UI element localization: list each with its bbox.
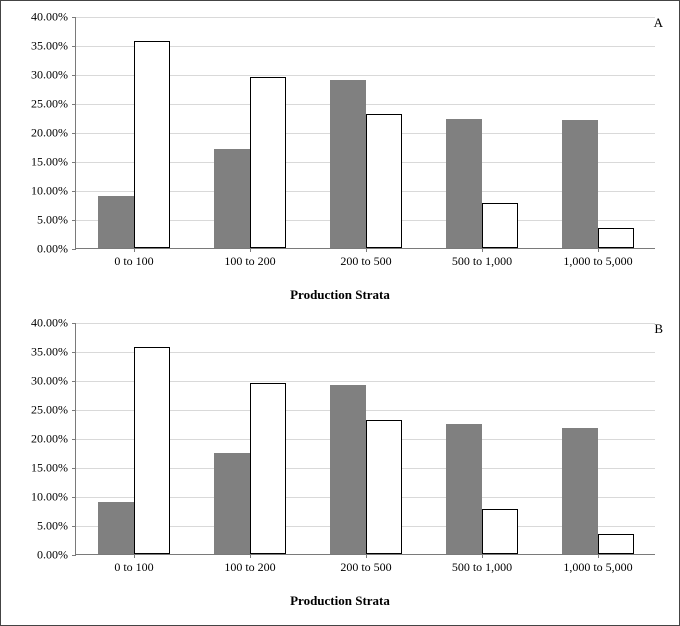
panel-b-plot: 0.00%5.00%10.00%15.00%20.00%25.00%30.00%… (75, 323, 655, 555)
bar-series-b (250, 383, 286, 554)
xtick-mark (134, 248, 135, 252)
bar-series-b (598, 228, 634, 248)
panel-a-xlabel: Production Strata (290, 287, 390, 303)
ytick-label: 5.00% (37, 519, 68, 534)
xtick-mark (598, 248, 599, 252)
ytick-label: 20.00% (31, 432, 68, 447)
ytick-mark (72, 497, 76, 498)
xtick-label: 500 to 1,000 (452, 254, 512, 269)
panel-b-xlabel: Production Strata (290, 593, 390, 609)
ytick-label: 10.00% (31, 184, 68, 199)
ytick-label: 25.00% (31, 97, 68, 112)
ytick-label: 5.00% (37, 213, 68, 228)
ytick-mark (72, 162, 76, 163)
ytick-mark (72, 381, 76, 382)
ytick-label: 0.00% (37, 242, 68, 257)
bar-series-a (446, 424, 482, 554)
ytick-mark (72, 468, 76, 469)
bar-series-a (214, 453, 250, 554)
bar-series-b (482, 203, 518, 248)
ytick-mark (72, 191, 76, 192)
ytick-label: 35.00% (31, 345, 68, 360)
bar-series-b (366, 420, 402, 554)
xtick-label: 200 to 500 (340, 254, 391, 269)
ytick-mark (72, 439, 76, 440)
ytick-mark (72, 104, 76, 105)
ytick-mark (72, 46, 76, 47)
xtick-mark (366, 554, 367, 558)
panel-a-tag: A (654, 15, 663, 31)
bar-series-a (330, 80, 366, 248)
bar-series-a (330, 385, 366, 554)
bar-series-b (250, 77, 286, 248)
xtick-label: 500 to 1,000 (452, 560, 512, 575)
ytick-label: 20.00% (31, 126, 68, 141)
xtick-mark (250, 248, 251, 252)
ytick-mark (72, 17, 76, 18)
xtick-label: 0 to 100 (114, 254, 153, 269)
bar-series-b (134, 41, 170, 248)
ytick-mark (72, 410, 76, 411)
xtick-mark (482, 554, 483, 558)
bar-series-a (98, 502, 134, 554)
ytick-mark (72, 249, 76, 250)
figure: A 0.00%5.00%10.00%15.00%20.00%25.00%30.0… (0, 0, 680, 626)
xtick-label: 200 to 500 (340, 560, 391, 575)
ytick-label: 30.00% (31, 68, 68, 83)
xtick-mark (134, 554, 135, 558)
ytick-label: 10.00% (31, 490, 68, 505)
ytick-label: 0.00% (37, 548, 68, 563)
panel-b-tag: B (654, 321, 663, 337)
bar-series-b (134, 347, 170, 554)
ytick-label: 15.00% (31, 461, 68, 476)
ytick-mark (72, 526, 76, 527)
bar-series-a (562, 120, 598, 248)
bar-series-a (446, 119, 482, 248)
ytick-label: 35.00% (31, 39, 68, 54)
xtick-label: 100 to 200 (224, 560, 275, 575)
bar-series-b (366, 114, 402, 248)
ytick-label: 40.00% (31, 10, 68, 25)
ytick-label: 15.00% (31, 155, 68, 170)
xtick-mark (598, 554, 599, 558)
ytick-mark (72, 555, 76, 556)
ytick-label: 30.00% (31, 374, 68, 389)
bar-series-a (98, 196, 134, 248)
ytick-label: 25.00% (31, 403, 68, 418)
xtick-label: 0 to 100 (114, 560, 153, 575)
bar-series-a (562, 428, 598, 554)
xtick-label: 1,000 to 5,000 (563, 560, 632, 575)
ytick-mark (72, 323, 76, 324)
xtick-label: 100 to 200 (224, 254, 275, 269)
xtick-mark (366, 248, 367, 252)
xtick-mark (482, 248, 483, 252)
gridline (76, 17, 655, 18)
bar-series-b (482, 509, 518, 554)
xtick-mark (250, 554, 251, 558)
ytick-mark (72, 352, 76, 353)
ytick-mark (72, 220, 76, 221)
panel-a-plot: 0.00%5.00%10.00%15.00%20.00%25.00%30.00%… (75, 17, 655, 249)
ytick-label: 40.00% (31, 316, 68, 331)
bar-series-b (598, 534, 634, 554)
panel-a: A 0.00%5.00%10.00%15.00%20.00%25.00%30.0… (1, 11, 679, 309)
xtick-label: 1,000 to 5,000 (563, 254, 632, 269)
gridline (76, 323, 655, 324)
ytick-mark (72, 75, 76, 76)
ytick-mark (72, 133, 76, 134)
panel-b: B 0.00%5.00%10.00%15.00%20.00%25.00%30.0… (1, 317, 679, 617)
bar-series-a (214, 149, 250, 248)
